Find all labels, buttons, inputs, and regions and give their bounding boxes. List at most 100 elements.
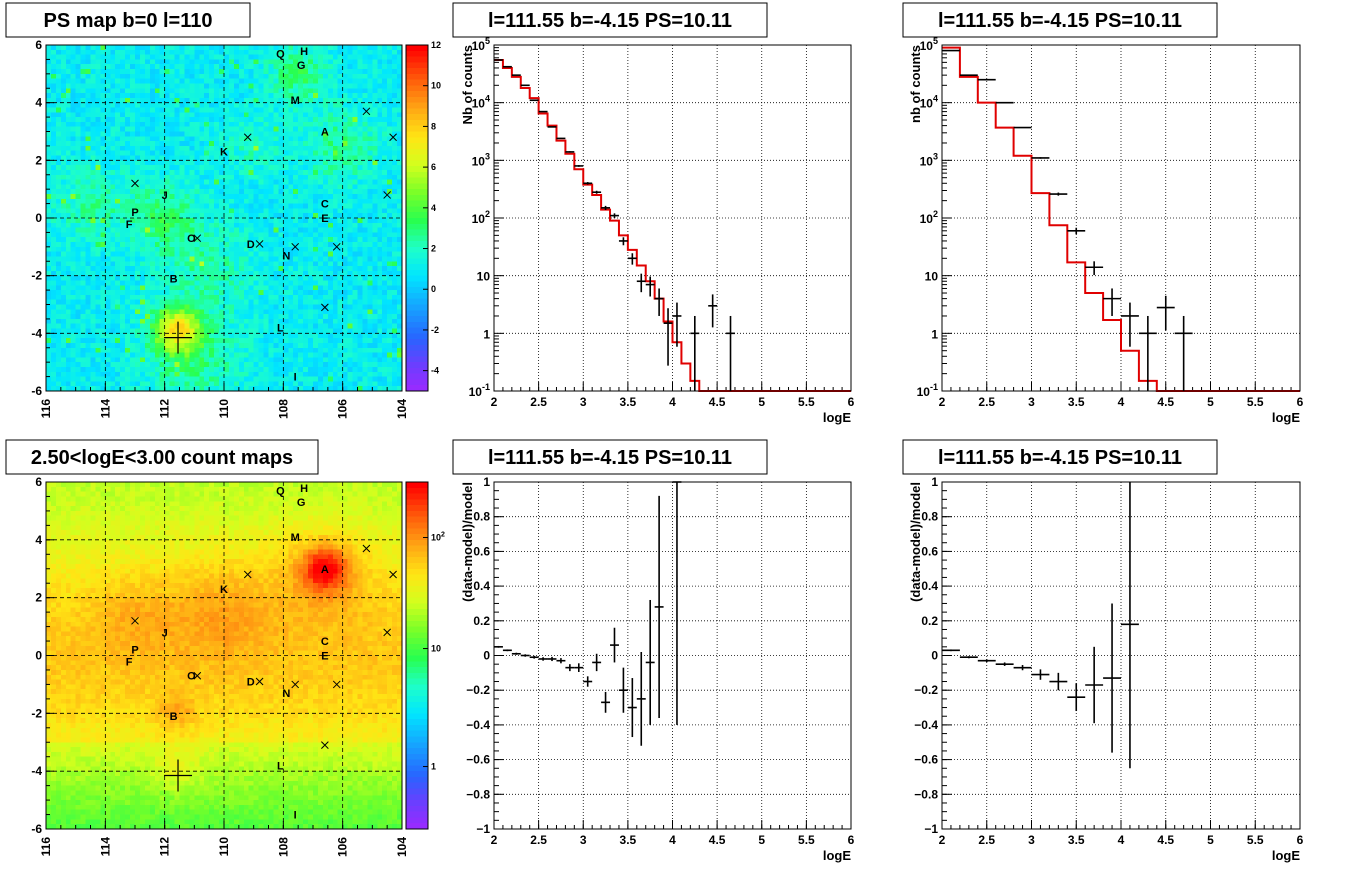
- heatmap-cell: [154, 78, 161, 84]
- heatmap-cell: [105, 270, 111, 276]
- heatmap-cell: [194, 198, 200, 204]
- heatmap-cell: [224, 285, 230, 291]
- heatmap-cell: [169, 117, 175, 123]
- heatmap-cell: [228, 189, 235, 195]
- heatmap-cell: [303, 121, 309, 127]
- heatmap-cell: [194, 64, 200, 70]
- heatmap-cell: [135, 97, 141, 103]
- heatmap-cell: [65, 49, 72, 55]
- heatmap-cell: [184, 117, 190, 123]
- heatmap-cell: [75, 107, 81, 113]
- heatmap-cell: [95, 242, 101, 248]
- heatmap-cell: [273, 136, 279, 142]
- heatmap-cell: [313, 290, 319, 296]
- heatmap-cell: [85, 323, 91, 329]
- heatmap-cell: [105, 121, 111, 127]
- heatmap-cell: [120, 69, 126, 75]
- heatmap-cell: [75, 97, 81, 103]
- heatmap-cell: [288, 371, 294, 377]
- heatmap-cell: [387, 73, 393, 79]
- heatmap-cell: [46, 88, 52, 94]
- heatmap-cell: [278, 333, 284, 339]
- heatmap-cell: [298, 93, 304, 99]
- heatmap-cell: [357, 145, 363, 152]
- heatmap-cell: [214, 290, 220, 296]
- heatmap-cell: [75, 371, 81, 377]
- heatmap-cell: [219, 261, 225, 267]
- heatmap-cell: [253, 261, 259, 267]
- heatmap-cell: [278, 371, 284, 377]
- heatmap-cell: [95, 275, 101, 281]
- heatmap-cell: [100, 54, 106, 60]
- heatmap-cell: [179, 112, 185, 118]
- heatmap-cell: [169, 49, 175, 55]
- heatmap-cell: [322, 314, 329, 320]
- heatmap-cell: [293, 64, 299, 70]
- heatmap-cell: [303, 218, 309, 224]
- heatmap-cell: [214, 131, 220, 137]
- heatmap-cell: [263, 232, 269, 238]
- heatmap-cell: [283, 136, 289, 142]
- heatmap-cell: [139, 333, 146, 339]
- heatmap-cell: [367, 69, 373, 75]
- heatmap-cell: [322, 112, 329, 118]
- heatmap-cell: [253, 150, 259, 156]
- heatmap-cell: [248, 347, 254, 353]
- heatmap-cell: [214, 69, 220, 75]
- heatmap-cell: [258, 174, 264, 180]
- heatmap-cell: [327, 371, 334, 377]
- heatmap-cell: [90, 280, 96, 286]
- heatmap-cell: [105, 64, 111, 70]
- heatmap-cell: [120, 318, 126, 325]
- heatmap-cell: [179, 285, 185, 291]
- heatmap-cell: [372, 49, 378, 55]
- heatmap-cell: [60, 174, 67, 180]
- heatmap-cell: [322, 237, 329, 243]
- heatmap-cell: [65, 357, 72, 363]
- heatmap-cell: [214, 309, 220, 315]
- heatmap-cell: [303, 131, 309, 137]
- heatmap-cell: [332, 318, 339, 325]
- heatmap-cell: [337, 347, 343, 353]
- heatmap-cell: [149, 294, 156, 300]
- heatmap-cell: [154, 64, 161, 70]
- heatmap-cell: [243, 59, 250, 65]
- heatmap-cell: [347, 165, 353, 171]
- heatmap-cell: [278, 323, 284, 329]
- heatmap-cell: [224, 117, 230, 123]
- heatmap-cell: [253, 309, 259, 315]
- heatmap-cell: [288, 232, 294, 238]
- heatmap-cell: [149, 121, 156, 127]
- heatmap-cell: [110, 362, 116, 368]
- heatmap-cell: [337, 290, 343, 296]
- heatmap-cell: [283, 145, 289, 152]
- heatmap-cell: [268, 304, 274, 310]
- heatmap-cell: [382, 73, 388, 79]
- heatmap-cell: [179, 97, 185, 103]
- heatmap-cell: [298, 222, 304, 228]
- heatmap-cell: [268, 222, 274, 228]
- heatmap-cell: [327, 145, 334, 152]
- heatmap-cell: [130, 246, 136, 252]
- heatmap-cell: [144, 45, 151, 51]
- heatmap-cell: [154, 342, 161, 349]
- heatmap-cell: [347, 117, 353, 123]
- heatmap-cell: [367, 246, 373, 252]
- heatmap-cell: [139, 357, 146, 363]
- heatmap-cell: [179, 184, 185, 190]
- heatmap-cell: [293, 121, 299, 127]
- heatmap-cell: [367, 304, 373, 310]
- heatmap-cell: [70, 150, 76, 156]
- heatmap-cell: [55, 237, 62, 243]
- heatmap-cell: [308, 309, 314, 315]
- heatmap-cell: [80, 203, 86, 209]
- heatmap-cell: [367, 227, 373, 233]
- heatmap-cell: [184, 338, 190, 344]
- heatmap-cell: [372, 251, 378, 257]
- heatmap-cell: [248, 309, 254, 315]
- heatmap-cell: [120, 376, 126, 382]
- heatmap-cell: [154, 169, 161, 176]
- heatmap-cell: [308, 371, 314, 377]
- heatmap-cell: [125, 366, 131, 373]
- heatmap-cell: [50, 357, 57, 363]
